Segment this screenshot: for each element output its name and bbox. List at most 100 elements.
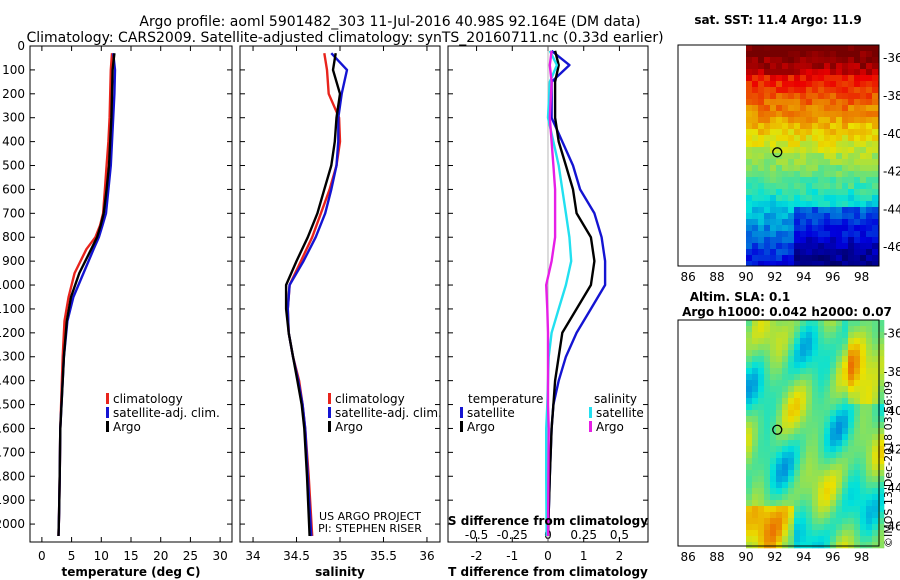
heatmap-cell: [746, 243, 753, 250]
heatmap-cell: [788, 488, 795, 495]
heatmap-cell: [812, 117, 819, 124]
heatmap-cell: [866, 440, 873, 447]
heatmap-cell: [770, 243, 777, 250]
heatmap-cell: [758, 75, 765, 82]
heatmap-cell: [752, 141, 759, 148]
heatmap-cell: [770, 99, 777, 106]
heatmap-cell: [776, 225, 783, 232]
heatmap-cell: [776, 237, 783, 244]
heatmap-cell: [806, 165, 813, 172]
heatmap-cell: [764, 374, 771, 381]
heatmap-cell: [836, 476, 843, 483]
heatmap-cell: [878, 488, 885, 495]
heatmap-cell: [848, 225, 855, 232]
heatmap-cell: [782, 87, 789, 94]
heatmap-cell: [764, 63, 771, 70]
heatmap-cell: [830, 177, 837, 184]
heatmap-cell: [830, 165, 837, 172]
heatmap-cell: [770, 470, 777, 477]
heatmap-cell: [776, 392, 783, 399]
heatmap-cell: [782, 482, 789, 489]
heatmap-cell: [752, 326, 759, 333]
heatmap-cell: [812, 261, 819, 266]
heatmap-cell: [842, 380, 849, 387]
heatmap-cell: [758, 261, 765, 266]
heatmap-cell: [746, 237, 753, 244]
heatmap-cell: [806, 368, 813, 375]
heatmap-cell: [788, 219, 795, 226]
heatmap-cell: [746, 249, 753, 256]
heatmap-cell: [746, 446, 753, 453]
heatmap-cell: [746, 356, 753, 363]
heatmap-cell: [842, 147, 849, 154]
heatmap-cell: [824, 464, 831, 471]
heatmap-cell: [776, 45, 783, 52]
heatmap-cell: [860, 93, 867, 100]
heatmap-cell: [866, 171, 873, 178]
heatmap-cell: [872, 105, 879, 112]
heatmap-cell: [776, 500, 783, 507]
heatmap-cell: [782, 69, 789, 76]
heatmap-cell: [806, 195, 813, 202]
heatmap-cell: [770, 159, 777, 166]
heatmap-cell: [836, 189, 843, 196]
heatmap-cell: [878, 476, 885, 483]
heatmap-cell: [842, 225, 849, 232]
heatmap-cell: [830, 153, 837, 160]
heatmap-cell: [824, 350, 831, 357]
heatmap-cell: [836, 261, 843, 266]
heatmap-cell: [860, 524, 867, 531]
heatmap-cell: [860, 45, 867, 52]
heatmap-cell: [776, 512, 783, 519]
sla-map-heatmap: [746, 320, 885, 549]
legend-label-climatology: climatology: [113, 392, 183, 406]
heatmap-cell: [830, 494, 837, 501]
heatmap-cell: [758, 440, 765, 447]
heatmap-cell: [860, 153, 867, 160]
heatmap-cell: [860, 213, 867, 220]
heatmap-cell: [800, 171, 807, 178]
heatmap-cell: [830, 117, 837, 124]
heatmap-cell: [782, 189, 789, 196]
heatmap-cell: [770, 189, 777, 196]
heatmap-cell: [854, 147, 861, 154]
heatmap-cell: [764, 213, 771, 220]
heatmap-cell: [872, 255, 879, 262]
heatmap-cell: [776, 476, 783, 483]
heatmap-cell: [866, 428, 873, 435]
heatmap-cell: [782, 524, 789, 531]
heatmap-cell: [770, 518, 777, 525]
heatmap-cell: [830, 380, 837, 387]
heatmap-cell: [746, 117, 753, 124]
heatmap-cell: [788, 470, 795, 477]
heatmap-cell: [842, 440, 849, 447]
heatmap-cell: [788, 422, 795, 429]
heatmap-cell: [770, 129, 777, 136]
x-tick-label: -2: [471, 549, 483, 563]
heatmap-cell: [794, 476, 801, 483]
heatmap-cell: [752, 261, 759, 266]
heatmap-cell: [848, 338, 855, 345]
legend-swatch-sal-argo: [589, 421, 592, 432]
heatmap-cell: [854, 320, 861, 327]
heatmap-cell: [788, 45, 795, 52]
heatmap-cell: [782, 75, 789, 82]
heatmap-cell: [788, 446, 795, 453]
heatmap-cell: [818, 201, 825, 208]
difference-xlabel: T difference from climatology: [448, 565, 648, 579]
heatmap-cell: [764, 488, 771, 495]
heatmap-cell: [758, 123, 765, 130]
heatmap-cell: [848, 368, 855, 375]
heatmap-cell: [872, 452, 879, 459]
heatmap-cell: [836, 374, 843, 381]
heatmap-cell: [878, 386, 885, 393]
heatmap-cell: [854, 51, 861, 58]
heatmap-cell: [782, 494, 789, 501]
map-x-tick-label: 96: [825, 270, 840, 284]
heatmap-cell: [806, 57, 813, 64]
heatmap-cell: [788, 141, 795, 148]
heatmap-cell: [782, 261, 789, 266]
heatmap-cell: [872, 243, 879, 250]
heatmap-cell: [758, 93, 765, 100]
heatmap-cell: [866, 237, 873, 244]
